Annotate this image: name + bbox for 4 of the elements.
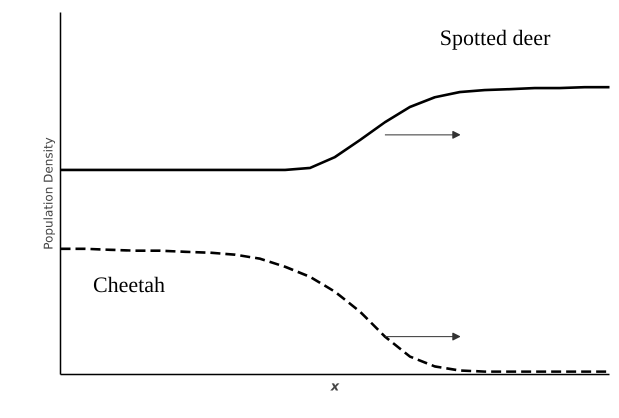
y-axis-title: Population Density — [42, 137, 56, 250]
series-label: Spotted deer — [440, 24, 552, 50]
series-label: Cheetah — [92, 272, 166, 297]
x-axis-title: x — [330, 380, 340, 394]
